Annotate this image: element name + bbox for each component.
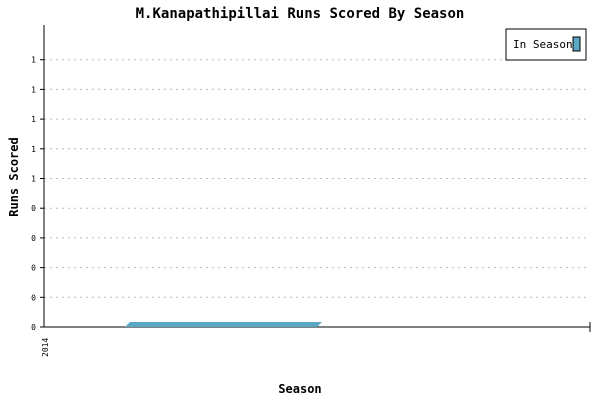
y-tick-label: 1 — [31, 85, 36, 94]
series-area-0 — [125, 322, 322, 327]
x-tick-label: 2014 — [41, 338, 50, 357]
legend: In Season — [505, 28, 587, 61]
x-axis-title: Season — [278, 382, 322, 396]
legend-swatch-in-season — [572, 36, 581, 52]
grid-lines — [44, 59, 590, 298]
legend-label-in-season: In Season — [513, 38, 573, 51]
y-tick-label: 0 — [31, 264, 36, 273]
y-tick-label: 1 — [31, 115, 36, 124]
chart-title: M.Kanapathipillai Runs Scored By Season — [135, 6, 465, 22]
y-tick-labels: 0 0 0 0 0 1 1 1 1 1 — [31, 56, 44, 332]
axes — [43, 25, 591, 332]
y-tick-label: 1 — [31, 175, 36, 184]
y-tick-label: 0 — [31, 323, 36, 332]
x-tick-labels: 2014 — [41, 338, 50, 357]
y-tick-label: 1 — [31, 56, 36, 65]
series-marks — [125, 322, 322, 327]
y-tick-label: 0 — [31, 204, 36, 213]
y-tick-label: 1 — [31, 145, 36, 154]
y-tick-label: 0 — [31, 234, 36, 243]
y-tick-label: 0 — [31, 293, 36, 302]
